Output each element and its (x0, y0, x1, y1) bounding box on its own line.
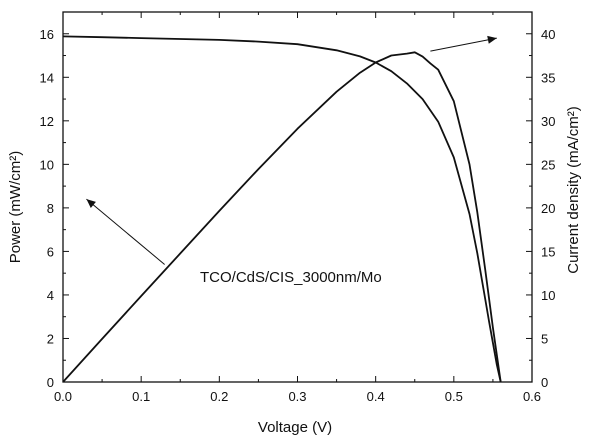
y-left-tick-label: 8 (47, 201, 54, 216)
current-density-curve (62, 35, 502, 383)
plot-area (62, 11, 533, 383)
arrow-head (487, 35, 497, 44)
arrow-head (86, 199, 96, 209)
x-tick-label: 0.2 (210, 389, 228, 404)
y-left-tick-label: 0 (47, 375, 54, 390)
arrows (86, 35, 497, 265)
y-right-tick-label: 15 (541, 244, 555, 259)
y-right-tick-label: 20 (541, 201, 555, 216)
x-tick-label: 0.0 (54, 389, 72, 404)
x-tick-label: 0.4 (367, 389, 385, 404)
series-lines (62, 35, 502, 383)
ticks: 0.0 0.1 0.2 0.3 0.4 0.5 0.60246810121416051015… (40, 12, 555, 404)
y-left-tick-label: 12 (40, 114, 54, 129)
y-left-tick-label: 16 (40, 27, 54, 42)
annotation-text: TCO/CdS/CIS_3000nm/Mo (200, 269, 382, 286)
y-right-tick-label: 10 (541, 288, 555, 303)
y-left-tick-label: 14 (40, 70, 54, 85)
y-right-tick-label: 30 (541, 114, 555, 129)
y-axis-right-label: Current density (mA/cm²) (565, 106, 582, 274)
y-left-tick-label: 4 (47, 288, 54, 303)
y-left-tick-label: 10 (40, 157, 54, 172)
arrow-line (430, 37, 497, 52)
y-right-tick-label: 0 (541, 375, 548, 390)
x-axis-label: Voltage (V) (258, 419, 332, 436)
arrow-line (86, 198, 165, 265)
power-curve (62, 51, 502, 383)
x-tick-label: 0.1 (132, 389, 150, 404)
y-right-tick-label: 40 (541, 27, 555, 42)
x-tick-label: 0.5 (445, 389, 463, 404)
y-axis-left-label: Power (mW/cm²) (7, 151, 24, 264)
y-right-tick-label: 35 (541, 70, 555, 85)
x-tick-label: 0.6 (523, 389, 541, 404)
plot-frame (62, 11, 533, 383)
x-tick-label: 0.3 (288, 389, 306, 404)
y-left-tick-label: 6 (47, 244, 54, 259)
y-right-tick-label: 25 (541, 157, 555, 172)
y-right-tick-label: 5 (541, 331, 548, 346)
y-left-tick-label: 2 (47, 331, 54, 346)
